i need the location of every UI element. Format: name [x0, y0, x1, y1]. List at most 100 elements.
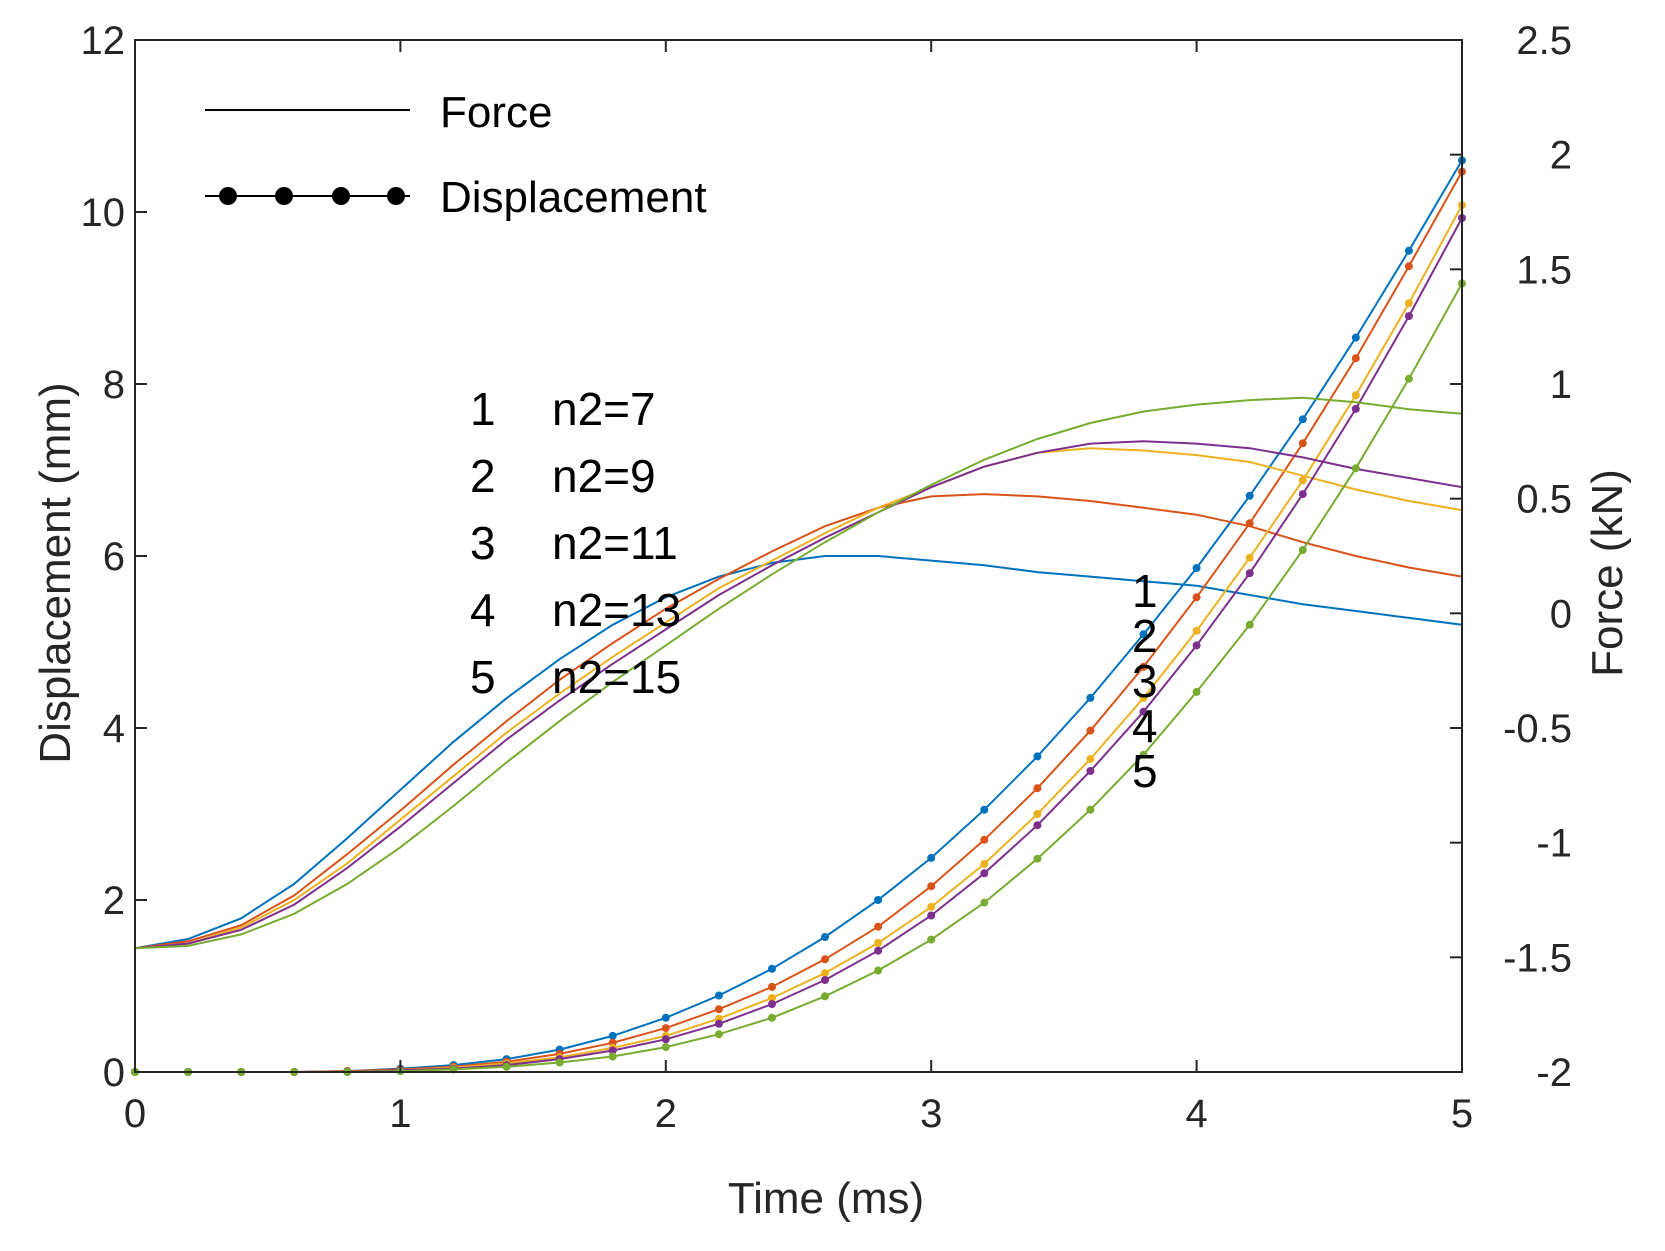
y-tick-label-right: -1.5	[1503, 936, 1572, 980]
force-line-2	[134, 493, 1463, 950]
displacement-point	[768, 994, 776, 1002]
displacement-point	[1245, 553, 1254, 562]
displacement-point	[1139, 693, 1148, 702]
displacement-point	[1404, 246, 1413, 255]
force-line-3	[134, 447, 1463, 950]
y-tick-label-right: 0	[1550, 592, 1572, 636]
y-tick-label-left: 12	[81, 19, 126, 63]
displacement-point	[1086, 693, 1095, 702]
displacement-point	[1086, 755, 1095, 763]
displacement-point	[874, 946, 883, 955]
y-tick-label-right: 0.5	[1516, 478, 1572, 522]
displacement-point	[1139, 750, 1148, 759]
displacement-point	[1086, 726, 1095, 735]
y-tick-label-right: 1.5	[1516, 248, 1572, 292]
displacement-point	[1351, 391, 1360, 400]
displacement-point	[1351, 354, 1360, 363]
displacement-point	[1033, 821, 1042, 830]
displacement-point	[1351, 333, 1360, 342]
displacement-point	[980, 869, 989, 878]
displacement-point	[1245, 569, 1254, 578]
displacement-point	[821, 969, 829, 978]
x-tick-label: 1	[389, 1092, 411, 1136]
annotation-series-number: 5	[470, 651, 496, 703]
displacement-point	[1351, 464, 1360, 473]
displacement-point	[714, 1005, 723, 1014]
annotation-curve-number: 1	[1132, 565, 1158, 617]
annotation-curve-number: 3	[1132, 655, 1158, 707]
displacement-point	[821, 955, 829, 964]
displacement-point	[1245, 491, 1254, 500]
displacement-point	[1298, 490, 1307, 499]
displacement-point	[1033, 752, 1042, 761]
force-line-4	[134, 440, 1463, 950]
x-tick-label: 4	[1185, 1092, 1207, 1136]
displacement-point	[874, 966, 883, 975]
displacement-point	[661, 1013, 670, 1022]
annotation-series-value: n2=9	[552, 450, 656, 502]
annotation-series-value: n2=13	[552, 584, 681, 636]
displacement-point	[1404, 374, 1413, 383]
displacement-point	[1192, 564, 1201, 572]
displacement-point	[1298, 476, 1307, 485]
displacement-point	[874, 922, 883, 931]
y-axis-title-right: Force (kN)	[1583, 469, 1632, 677]
displacement-point	[1086, 767, 1095, 775]
displacement-point	[874, 896, 883, 904]
displacement-point	[980, 805, 989, 814]
series-annotations-right: 1 2 3 4 5	[1132, 565, 1158, 797]
x-tick-label: 2	[655, 1092, 677, 1136]
displacement-point	[1245, 519, 1254, 528]
annotation-series-value: n2=15	[552, 651, 681, 703]
displacement-point	[1298, 439, 1307, 448]
displacement-point	[1033, 810, 1042, 818]
displacement-point	[1404, 299, 1413, 308]
displacement-point	[1404, 312, 1413, 321]
y-tick-label-right: 2	[1550, 134, 1572, 178]
displacement-point	[1192, 687, 1201, 696]
displacement-point	[714, 1019, 723, 1028]
displacement-point	[714, 1030, 723, 1039]
annotation-curve-number: 4	[1132, 700, 1158, 752]
legend-displacement-label: Displacement	[440, 173, 707, 222]
y-tick-label-left: 10	[81, 191, 126, 235]
displacement-point	[661, 1043, 670, 1052]
displacement-point	[980, 898, 989, 907]
displacement-point	[768, 964, 776, 973]
displacement-point	[608, 1052, 617, 1061]
force-line-5	[134, 396, 1463, 950]
displacement-point	[1351, 404, 1360, 413]
displacement-point	[1298, 415, 1307, 424]
displacement-point	[555, 1058, 564, 1067]
x-tick-label: 5	[1451, 1092, 1473, 1136]
displacement-point	[661, 1035, 670, 1044]
displacement-point	[1086, 805, 1095, 814]
y-tick-label-left: 8	[103, 363, 125, 407]
displacement-point	[1192, 593, 1201, 602]
displacement-point	[1033, 784, 1042, 793]
y-axis-title-left: Displacement (mm)	[31, 382, 80, 763]
displacement-point	[821, 992, 829, 1001]
displacement-point	[661, 1024, 670, 1033]
annotation-series-value: n2=11	[552, 517, 678, 569]
displacement-point	[821, 976, 829, 984]
displacement-point	[768, 1000, 776, 1009]
annotation-curve-number: 5	[1132, 745, 1158, 797]
y-tick-label-left: 0	[103, 1051, 125, 1095]
displacement-point	[980, 859, 989, 868]
displacement-point	[1298, 546, 1307, 554]
annotation-series-value: n2=7	[552, 383, 656, 435]
displacement-point	[1139, 662, 1148, 671]
legend-displacement-marker	[219, 187, 237, 205]
y-tick-label-right: -2	[1536, 1051, 1572, 1095]
displacement-point	[714, 991, 723, 1000]
displacement-point	[1033, 854, 1042, 863]
displacement-point	[1139, 630, 1148, 639]
displacement-point	[821, 933, 829, 941]
annotation-series-number: 2	[470, 450, 496, 502]
annotation-curve-number: 2	[1132, 610, 1158, 662]
displacement-point	[768, 1013, 776, 1022]
y-tick-label-right: -0.5	[1503, 707, 1572, 751]
